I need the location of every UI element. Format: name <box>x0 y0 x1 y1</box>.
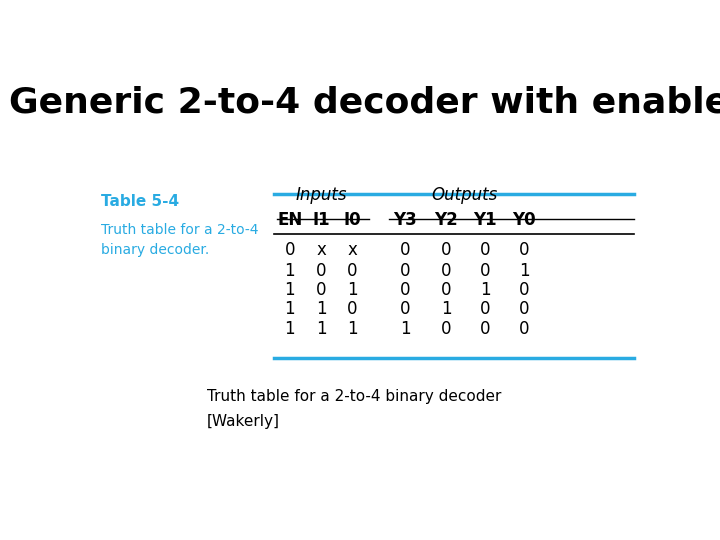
Text: 0: 0 <box>400 241 410 259</box>
Text: 0: 0 <box>400 300 410 318</box>
Text: 1: 1 <box>316 320 327 338</box>
Text: 1: 1 <box>284 300 295 318</box>
Text: 0: 0 <box>519 320 529 338</box>
Text: 1: 1 <box>400 320 410 338</box>
Text: 0: 0 <box>519 281 529 299</box>
Text: 1: 1 <box>284 261 295 280</box>
Text: 0: 0 <box>400 281 410 299</box>
Text: Y0: Y0 <box>513 211 536 229</box>
Text: 0: 0 <box>441 281 451 299</box>
Text: Table 5-4: Table 5-4 <box>101 194 179 208</box>
Text: Y1: Y1 <box>473 211 497 229</box>
Text: Outputs: Outputs <box>431 186 498 204</box>
Text: 0: 0 <box>441 261 451 280</box>
Text: Y3: Y3 <box>393 211 417 229</box>
Text: 0: 0 <box>400 261 410 280</box>
Text: EN: EN <box>277 211 302 229</box>
Text: I1: I1 <box>312 211 330 229</box>
Text: 0: 0 <box>347 261 358 280</box>
Text: [Wakerly]: [Wakerly] <box>207 414 280 429</box>
Text: 1: 1 <box>347 320 358 338</box>
Text: Y2: Y2 <box>434 211 458 229</box>
Text: 1: 1 <box>284 320 295 338</box>
Text: 1: 1 <box>441 300 451 318</box>
Text: Generic 2-to-4 decoder with enable: Generic 2-to-4 decoder with enable <box>9 85 720 119</box>
Text: 0: 0 <box>480 261 490 280</box>
Text: x: x <box>347 241 357 259</box>
Text: 0: 0 <box>480 320 490 338</box>
Text: 0: 0 <box>316 281 327 299</box>
Text: 0: 0 <box>441 241 451 259</box>
Text: Truth table for a 2-to-4
binary decoder.: Truth table for a 2-to-4 binary decoder. <box>101 223 258 258</box>
Text: 0: 0 <box>441 320 451 338</box>
Text: Inputs: Inputs <box>295 186 347 204</box>
Text: 1: 1 <box>284 281 295 299</box>
Text: 1: 1 <box>480 281 490 299</box>
Text: I0: I0 <box>343 211 361 229</box>
Text: 1: 1 <box>316 300 327 318</box>
Text: Truth table for a 2-to-4 binary decoder: Truth table for a 2-to-4 binary decoder <box>207 389 502 404</box>
Text: x: x <box>317 241 326 259</box>
Text: 0: 0 <box>316 261 327 280</box>
Text: 0: 0 <box>347 300 358 318</box>
Text: 0: 0 <box>480 300 490 318</box>
Text: 0: 0 <box>519 241 529 259</box>
Text: 0: 0 <box>480 241 490 259</box>
Text: 1: 1 <box>347 281 358 299</box>
Text: 0: 0 <box>284 241 295 259</box>
Text: 0: 0 <box>519 300 529 318</box>
Text: 1: 1 <box>519 261 529 280</box>
